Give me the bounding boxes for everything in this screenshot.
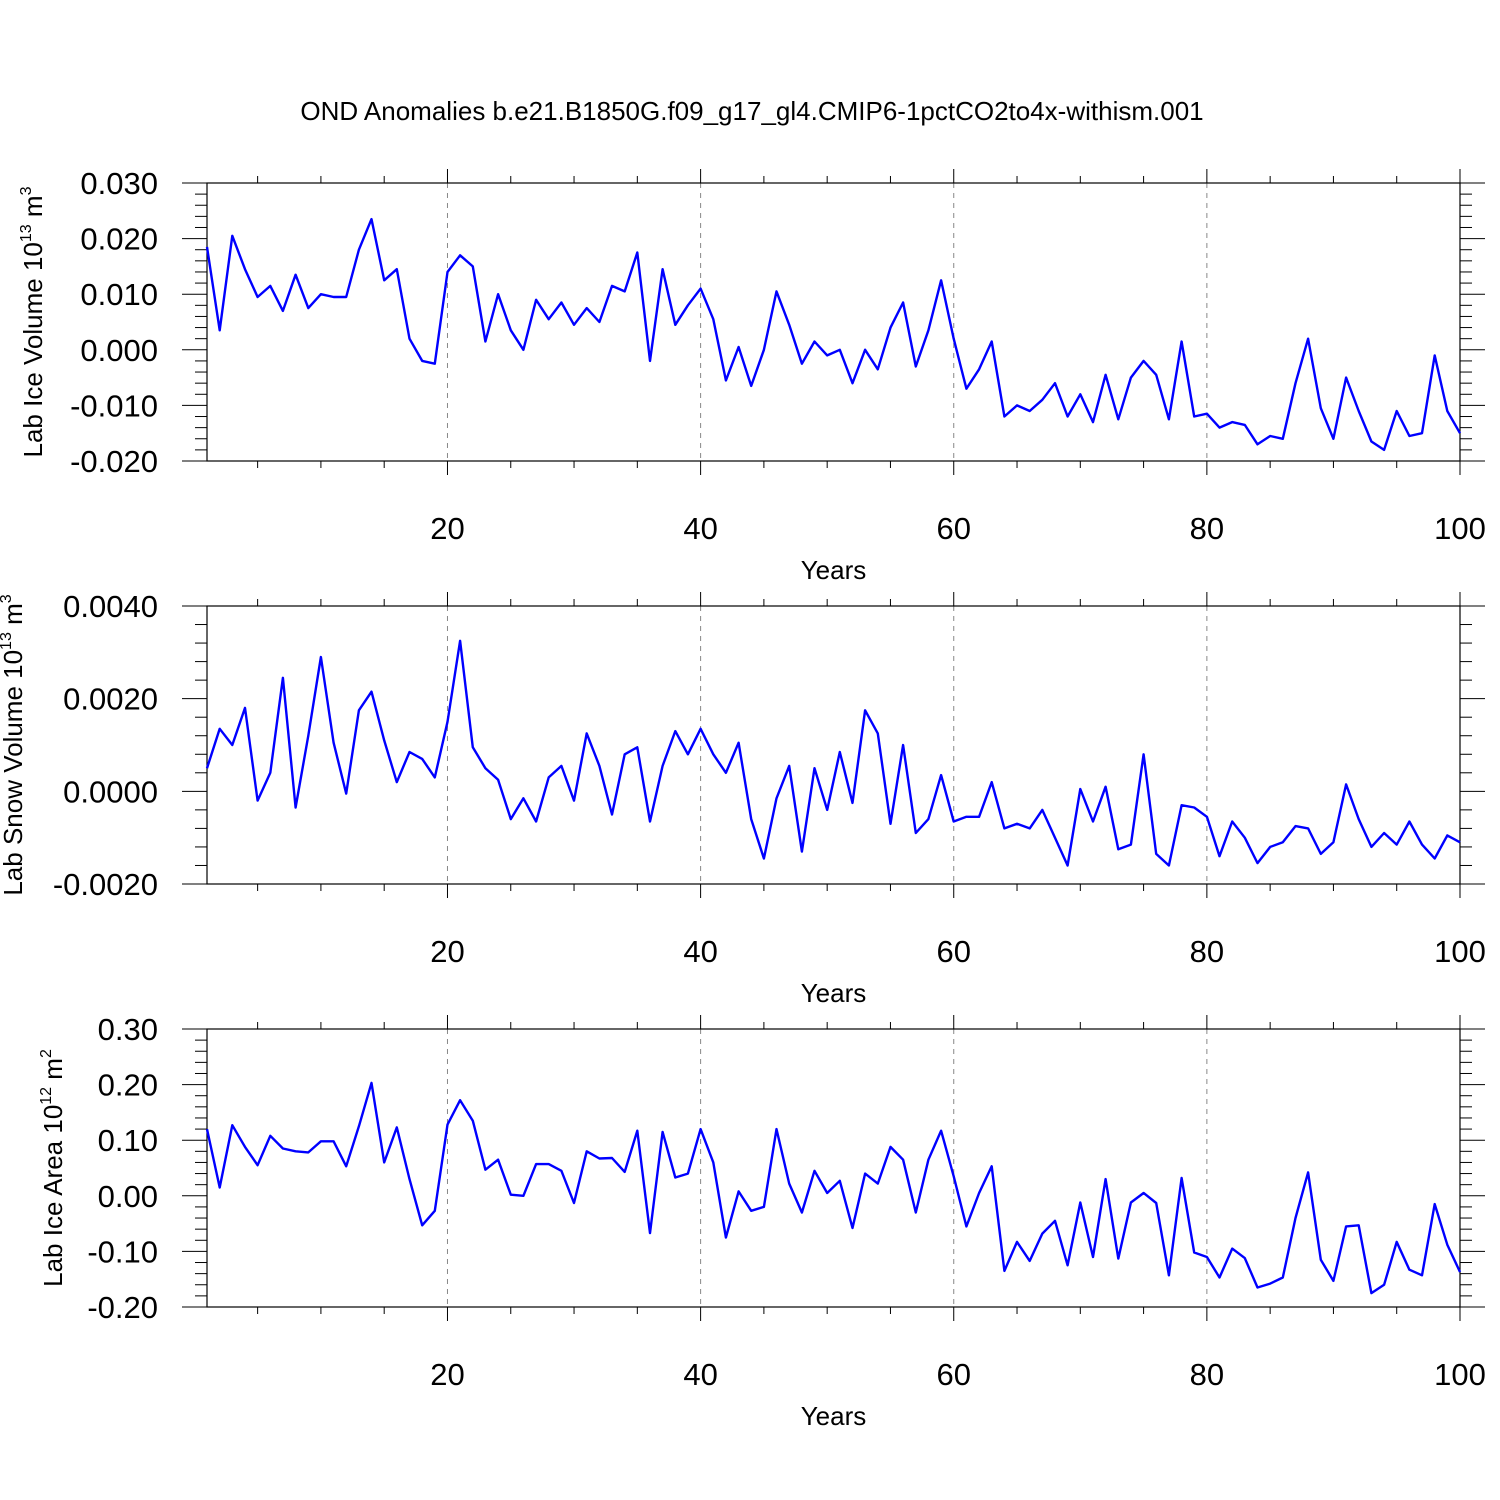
y-tick-label: -0.20 bbox=[87, 1290, 158, 1325]
x-tick-label: 40 bbox=[683, 934, 717, 969]
y-tick-label: -0.0020 bbox=[53, 867, 158, 902]
plot-frame bbox=[206, 182, 1461, 462]
x-tick-label: 100 bbox=[1434, 511, 1486, 546]
y-tick-label: 0.10 bbox=[98, 1123, 158, 1158]
y-tick-label: 0.20 bbox=[98, 1068, 158, 1103]
x-tick-label: 20 bbox=[430, 511, 464, 546]
x-tick-label: 60 bbox=[936, 511, 970, 546]
chart-title: OND Anomalies b.e21.B1850G.f09_g17_gl4.C… bbox=[300, 96, 1203, 126]
y-tick-label: 0.000 bbox=[80, 333, 158, 368]
y-tick-label: 0.30 bbox=[98, 1012, 158, 1047]
series-line bbox=[205, 217, 1462, 452]
panel-3: 20 40 60 80 100 0.30 0.20 0.10 0.00 -0.10 -0.20 Yea… bbox=[38, 1012, 1486, 1431]
y-tick-label: 0.030 bbox=[80, 166, 158, 201]
x-tick-label: 80 bbox=[1190, 511, 1224, 546]
x-tick-label: 60 bbox=[936, 1357, 970, 1392]
x-tick-label: 60 bbox=[936, 934, 970, 969]
x-tick-label: 100 bbox=[1434, 1357, 1486, 1392]
x-axis-label: Years bbox=[801, 978, 867, 1008]
x-tick-label: 20 bbox=[430, 934, 464, 969]
y-axis-label: Lab Ice Area 1012 m2 bbox=[38, 1049, 68, 1287]
y-tick-label: 0.0040 bbox=[63, 589, 158, 624]
y-axis-label: Lab Snow Volume 1013 m3 bbox=[0, 594, 28, 895]
y-tick-label: 0.00 bbox=[98, 1179, 158, 1214]
y-axis-label: Lab Ice Volume 1013 m3 bbox=[18, 186, 48, 457]
panel-1: 20 40 60 80 100 0.030 0.020 0.010 0.000 -0.010 -0.… bbox=[18, 166, 1486, 585]
series-line bbox=[205, 639, 1461, 867]
series-line bbox=[205, 1081, 1462, 1295]
y-tick-label: 0.010 bbox=[80, 277, 158, 312]
y-tick-label: 0.0000 bbox=[63, 774, 158, 809]
y-tick-label: -0.020 bbox=[70, 444, 158, 479]
x-tick-label: 80 bbox=[1190, 1357, 1224, 1392]
x-tick-label: 40 bbox=[683, 511, 717, 546]
y-tick-label: 0.0020 bbox=[63, 682, 158, 717]
x-tick-label: 80 bbox=[1190, 934, 1224, 969]
y-tick-label: -0.10 bbox=[87, 1234, 158, 1269]
y-tick-label: -0.010 bbox=[70, 388, 158, 423]
panel-2: 20 40 60 80 100 0.0040 0.0020 0.0000 -0.0020 Year… bbox=[0, 589, 1486, 1008]
x-tick-label: 20 bbox=[430, 1357, 464, 1392]
x-tick-label: 40 bbox=[683, 1357, 717, 1392]
plot-frame bbox=[206, 605, 1461, 885]
plot-frame bbox=[206, 1028, 1461, 1308]
x-axis-label: Years bbox=[801, 555, 867, 585]
y-tick-label: 0.020 bbox=[80, 222, 158, 257]
x-axis-label: Years bbox=[801, 1401, 867, 1431]
x-tick-label: 100 bbox=[1434, 934, 1486, 969]
